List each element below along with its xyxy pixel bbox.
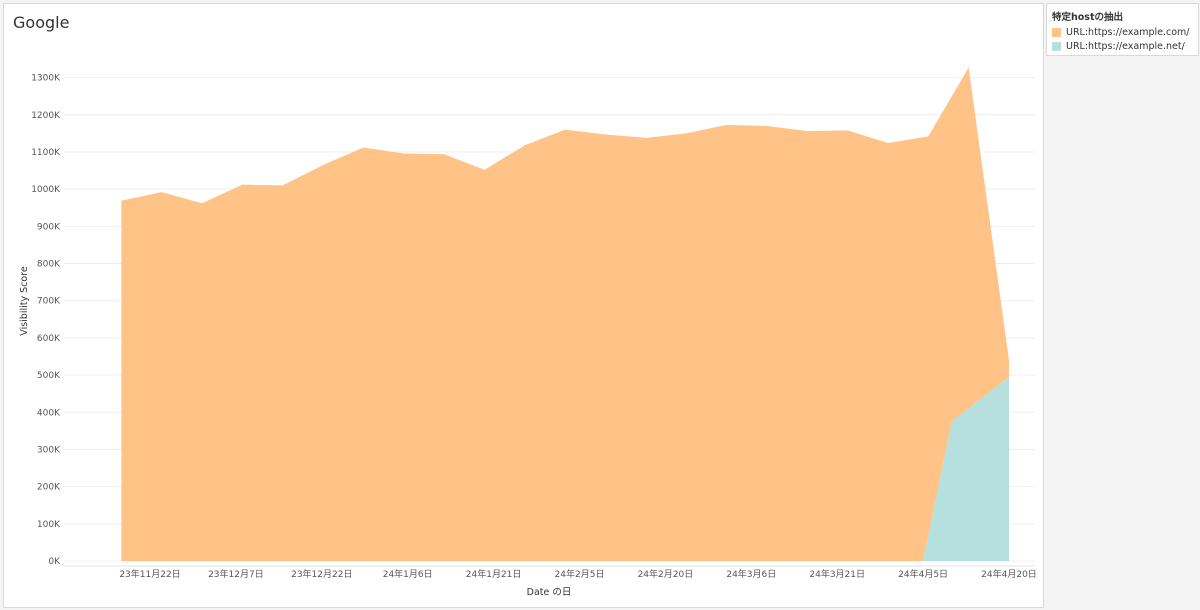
chart-title: Google <box>13 13 70 32</box>
x-tick-label: 23年11月22日 <box>119 568 180 580</box>
y-tick-label: 300K <box>37 445 61 455</box>
x-tick-label: 24年4月20日 <box>981 568 1037 580</box>
x-tick-label: 24年3月21日 <box>809 568 865 580</box>
y-tick-label: 1000K <box>31 185 61 195</box>
legend-item-example-com[interactable]: URL:https://example.com/ <box>1052 26 1190 38</box>
x-tick-label: 24年2月5日 <box>555 568 605 580</box>
legend-label: URL:https://example.net/ <box>1066 40 1185 52</box>
y-tick-label: 1300K <box>31 74 61 84</box>
x-axis-title: Date の日 <box>527 587 572 598</box>
legend-swatch-example-net <box>1052 41 1061 51</box>
y-tick-label: 200K <box>37 483 61 493</box>
x-tick-label: 23年12月7日 <box>208 568 264 580</box>
legend-swatch-example-com <box>1052 27 1061 37</box>
area-series-example-net <box>923 376 1009 561</box>
y-tick-label: 900K <box>37 222 61 232</box>
legend-label: URL:https://example.com/ <box>1066 26 1190 38</box>
y-tick-label: 700K <box>37 297 61 307</box>
legend-title: 特定hostの抽出 <box>1052 12 1123 23</box>
x-tick-label: 24年2月20日 <box>638 568 694 580</box>
chart-panel: 0K 100K 200K 300K 400K 500K 600K 700K 800K 900K 10… <box>3 3 1044 608</box>
x-tick-label: 24年4月5日 <box>898 568 948 580</box>
y-tick-label: 1200K <box>31 111 61 121</box>
x-tick-label: 24年3月6日 <box>726 568 776 580</box>
y-tick-label: 800K <box>37 260 61 270</box>
y-tick-label: 100K <box>37 520 61 530</box>
y-tick-label: 400K <box>37 408 61 418</box>
y-tick-label: 600K <box>37 334 61 344</box>
y-tick-label: 0K <box>48 557 61 567</box>
y-axis-title: Visibility Score <box>19 266 30 336</box>
x-tick-label: 24年1月6日 <box>383 568 433 580</box>
x-tick-label: 23年12月22日 <box>291 568 352 580</box>
legend-item-example-net[interactable]: URL:https://example.net/ <box>1052 40 1185 52</box>
legend: 特定hostの抽出 URL:https://example.com/ URL:h… <box>1046 3 1199 56</box>
y-tick-label: 500K <box>37 371 61 381</box>
area-series-example-com <box>121 67 1009 561</box>
y-tick-label: 1100K <box>31 148 61 158</box>
area-chart: 0K 100K 200K 300K 400K 500K 600K 700K 800K 900K 10… <box>19 67 1037 598</box>
x-tick-label: 24年1月21日 <box>466 568 522 580</box>
